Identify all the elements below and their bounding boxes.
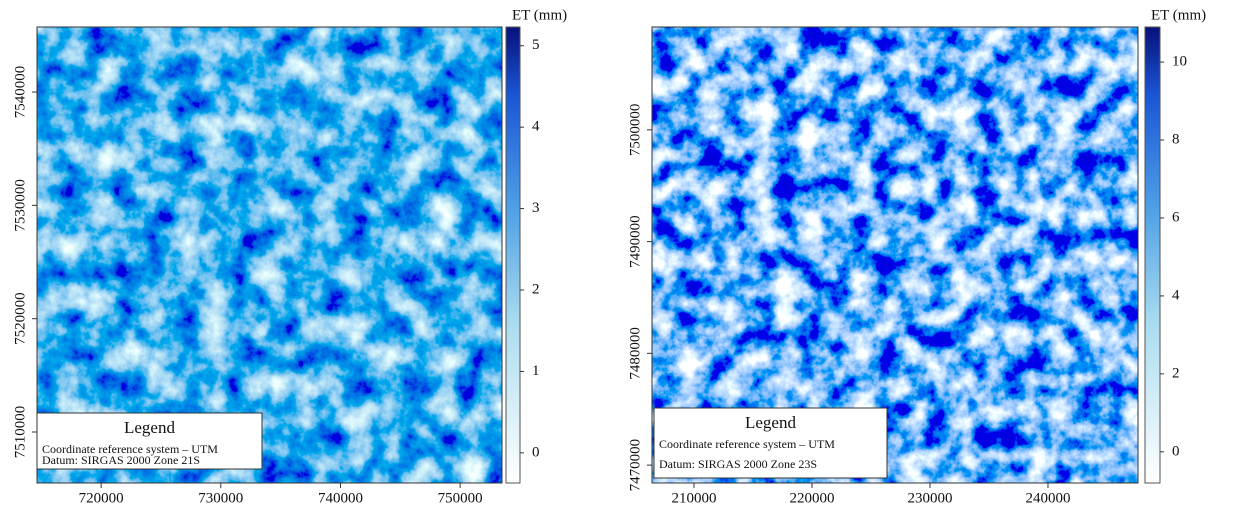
legend-title: Legend — [124, 418, 175, 437]
y-tick-label: 7520000 — [12, 292, 28, 345]
colorbar-tick-label: 3 — [532, 200, 540, 216]
colorbar-tick-label: 0 — [1172, 443, 1180, 459]
x-tick-label: 210000 — [672, 490, 717, 506]
legend-line: Coordinate reference system – UTM — [42, 442, 218, 456]
legend-box — [36, 412, 263, 470]
colorbar-tick-label: 2 — [532, 281, 540, 297]
colorbar-tick-label: 8 — [1172, 131, 1180, 147]
colorbar-tick-label: 10 — [1172, 54, 1187, 70]
map-frame — [651, 26, 1139, 484]
colorbar — [1144, 26, 1161, 484]
colorbar-tick-label: 4 — [1172, 287, 1180, 303]
colorbar-tick-label: 5 — [532, 37, 540, 53]
y-tick-label: 7490000 — [627, 215, 643, 268]
raster — [37, 27, 502, 483]
y-tick-label: 7540000 — [12, 66, 28, 119]
x-tick-label: 730000 — [198, 490, 243, 506]
colorbar-tick-label: 4 — [532, 119, 540, 135]
x-tick-label: 740000 — [318, 490, 363, 506]
y-tick-label: 7480000 — [627, 327, 643, 380]
colorbar-tick-label: 2 — [1172, 365, 1180, 381]
raster — [652, 27, 1138, 483]
legend-title: Legend — [745, 413, 796, 432]
legend-line: Datum: SIRGAS 2000 Zone 21S — [42, 453, 200, 467]
x-tick-label: 750000 — [438, 490, 483, 506]
colorbar — [505, 26, 521, 484]
colorbar-tick-label: 6 — [1172, 209, 1180, 225]
legend-line: Coordinate reference system – UTM — [659, 437, 835, 451]
colorbar-title: ET (mm) — [512, 7, 567, 23]
colorbar-tick-label: 1 — [532, 363, 540, 379]
legend-line: Datum: SIRGAS 2000 Zone 23S — [659, 457, 817, 471]
colorbar-tick-label: 0 — [532, 444, 540, 460]
map-frame — [36, 26, 503, 484]
legend-box — [653, 407, 888, 479]
x-tick-label: 230000 — [907, 490, 952, 506]
x-tick-label: 720000 — [79, 490, 124, 506]
x-tick-label: 220000 — [789, 490, 834, 506]
x-tick-label: 240000 — [1025, 490, 1070, 506]
y-tick-label: 7510000 — [12, 406, 28, 459]
y-tick-label: 7530000 — [12, 179, 28, 232]
y-tick-label: 7500000 — [627, 104, 643, 157]
y-tick-label: 7470000 — [627, 439, 643, 492]
colorbar-title: ET (mm) — [1151, 7, 1206, 23]
